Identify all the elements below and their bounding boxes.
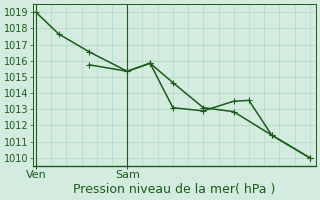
X-axis label: Pression niveau de la mer( hPa ): Pression niveau de la mer( hPa ) (73, 183, 276, 196)
